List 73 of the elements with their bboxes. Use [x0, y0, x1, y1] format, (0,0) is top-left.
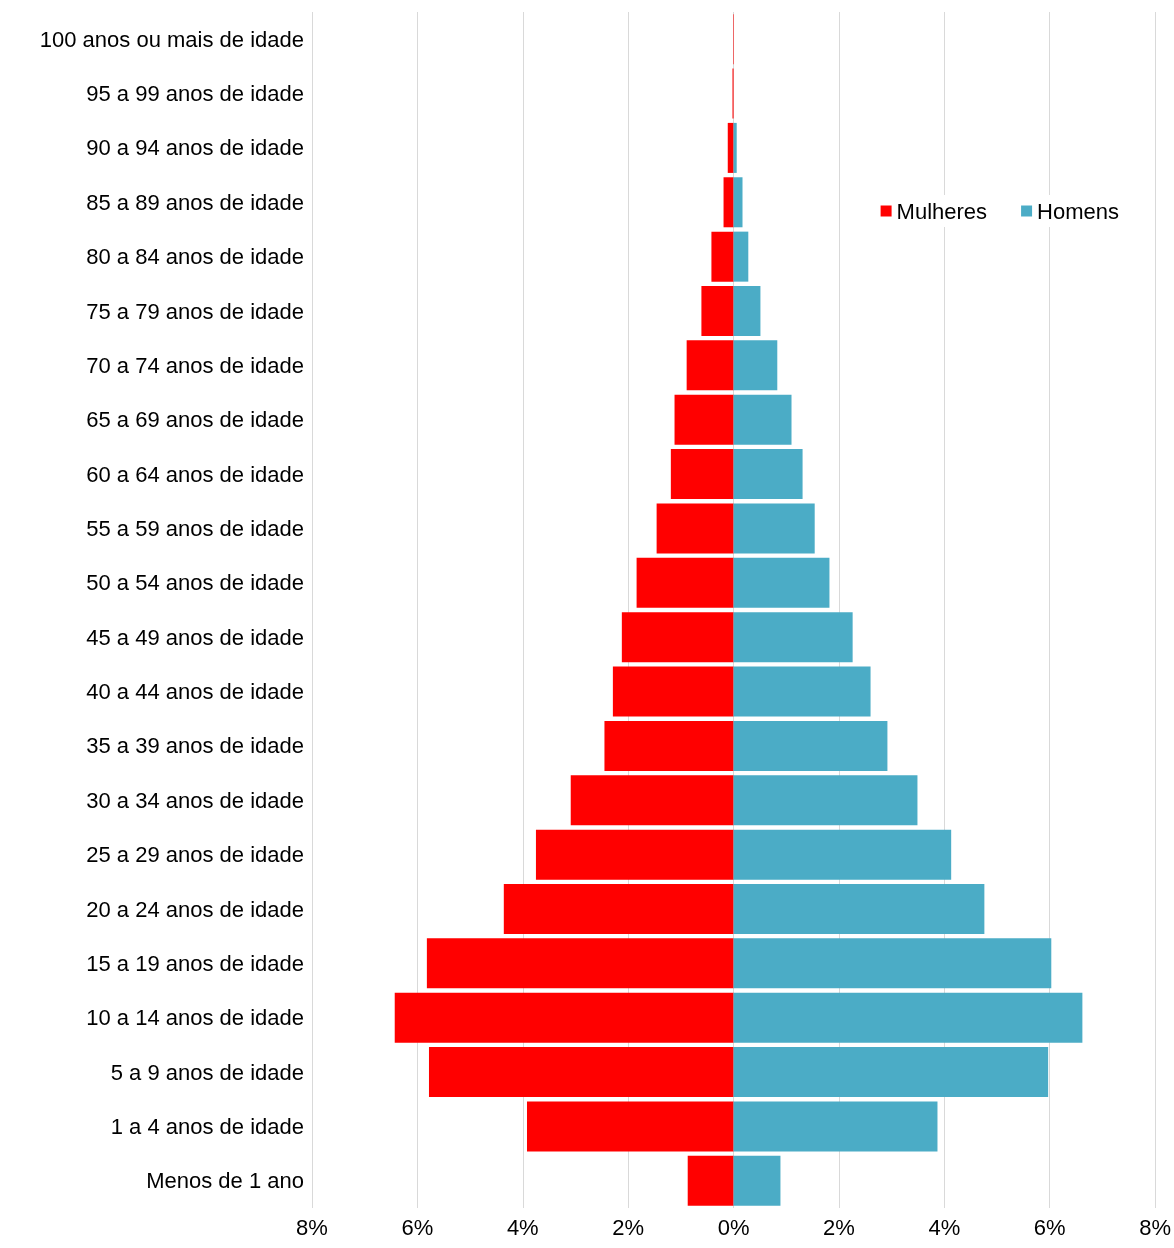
bar — [733, 394, 792, 445]
bar — [733, 992, 1083, 1043]
y-tick-label: 70 a 74 anos de idade — [86, 352, 304, 378]
bar — [612, 666, 734, 717]
bar — [686, 340, 734, 391]
bar — [711, 231, 734, 282]
bar — [535, 829, 734, 880]
bar — [733, 1101, 938, 1152]
legend-label: Homens — [1037, 198, 1119, 224]
bar — [733, 775, 918, 826]
bar — [733, 231, 749, 282]
y-tick-label: 25 a 29 anos de idade — [86, 842, 304, 868]
x-tick-label: 0% — [717, 1214, 750, 1240]
x-tick-label: 6% — [401, 1214, 434, 1240]
y-tick-label: 15 a 19 anos de idade — [86, 950, 304, 976]
bar — [733, 557, 830, 608]
bar — [733, 938, 1052, 989]
y-tick-label: 45 a 49 anos de idade — [86, 624, 304, 650]
bar — [727, 122, 734, 173]
bar — [426, 938, 734, 989]
bar — [604, 720, 734, 771]
bar — [674, 394, 734, 445]
bar — [503, 883, 734, 935]
bar — [428, 1047, 734, 1098]
bar — [670, 449, 734, 500]
bar — [733, 503, 815, 554]
y-tick-label: 5 a 9 anos de idade — [110, 1059, 304, 1085]
bar — [733, 1047, 1049, 1098]
y-tick-label: 55 a 59 anos de idade — [86, 515, 304, 541]
x-tick-label: 2% — [823, 1214, 855, 1240]
bar — [733, 340, 778, 391]
bar — [687, 1155, 734, 1206]
y-tick-label: 35 a 39 anos de idade — [86, 733, 304, 759]
bar — [570, 775, 734, 826]
x-tick-label: 8% — [296, 1214, 328, 1240]
y-tick-label: 80 a 84 anos de idade — [86, 244, 304, 270]
bar — [621, 612, 734, 663]
bar — [733, 177, 743, 228]
y-tick-label: 65 a 69 anos de idade — [86, 407, 304, 433]
x-tick-label: 6% — [1033, 1214, 1066, 1240]
y-tick-label: Menos de 1 ano — [146, 1168, 304, 1194]
y-tick-label: 75 a 79 anos de idade — [86, 298, 304, 324]
bar — [636, 557, 734, 608]
y-tick-label: 1 a 4 anos de idade — [110, 1113, 304, 1139]
x-tick-label: 4% — [928, 1214, 961, 1240]
x-tick-label: 4% — [506, 1214, 539, 1240]
y-tick-label: 95 a 99 anos de idade — [86, 81, 304, 107]
bar — [733, 1155, 781, 1206]
bar — [733, 449, 803, 500]
y-tick-label: 20 a 24 anos de idade — [86, 896, 304, 922]
y-tick-label: 100 anos ou mais de idade — [39, 26, 304, 52]
x-tick-label: 2% — [612, 1214, 645, 1240]
bar — [526, 1101, 734, 1152]
bar — [733, 612, 853, 663]
bar — [733, 666, 871, 717]
y-tick-label: 85 a 89 anos de idade — [86, 189, 304, 215]
y-tick-label: 60 a 64 anos de idade — [86, 461, 304, 487]
bar — [701, 285, 734, 337]
bar — [394, 992, 734, 1043]
bar — [656, 503, 734, 554]
legend-label: Mulheres — [896, 198, 988, 224]
x-tick-label: 8% — [1139, 1214, 1171, 1240]
y-tick-label: 30 a 34 anos de idade — [86, 787, 304, 813]
y-tick-label: 50 a 54 anos de idade — [86, 570, 304, 596]
bar — [733, 883, 985, 935]
y-tick-label: 10 a 14 anos de idade — [86, 1005, 304, 1031]
bar — [733, 720, 888, 771]
bar — [733, 285, 761, 337]
bar — [733, 122, 737, 173]
y-tick-label: 90 a 94 anos de idade — [86, 135, 304, 161]
y-tick-label: 40 a 44 anos de idade — [86, 679, 304, 705]
bar — [733, 829, 952, 880]
bar — [723, 177, 734, 228]
